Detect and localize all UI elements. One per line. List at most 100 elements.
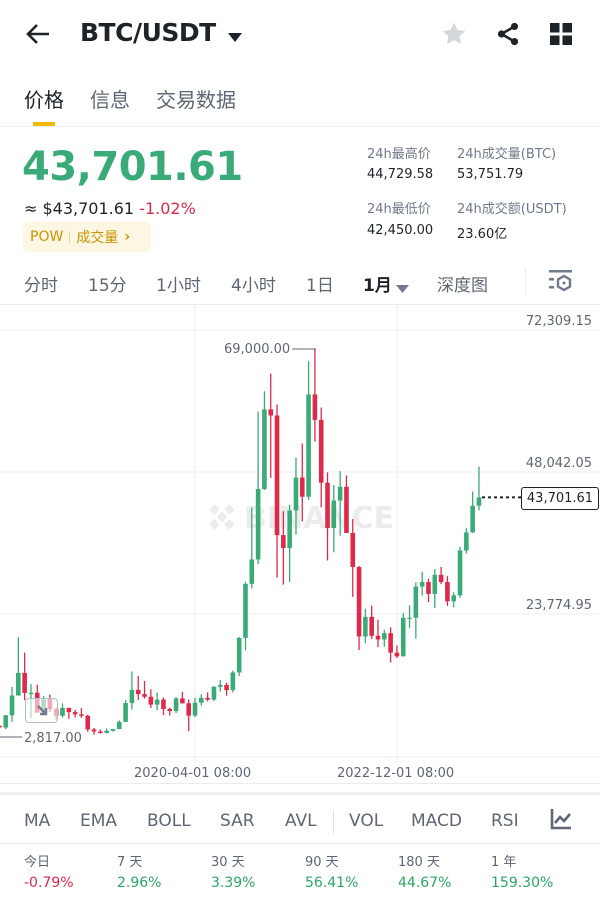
indicator-ma[interactable]: MA — [24, 811, 51, 831]
candle-body — [369, 616, 374, 636]
timeframe-1d[interactable]: 1日 — [306, 276, 334, 296]
stat-label-24h-low: 24h最低价 — [367, 202, 431, 217]
candle — [356, 565, 362, 651]
chart-line-icon — [550, 809, 571, 830]
candle — [306, 361, 311, 500]
performance-value: 56.41% — [305, 875, 359, 891]
stat-value-24h-low: 42,450.00 — [367, 223, 434, 238]
candle — [243, 581, 248, 651]
tab-trading-data[interactable]: 交易数据 — [156, 88, 236, 112]
candle — [287, 504, 292, 582]
scroll-to-latest-button[interactable] — [25, 698, 58, 723]
divider — [0, 304, 600, 305]
timeframe-1h[interactable]: 1小时 — [156, 276, 201, 296]
back-button[interactable] — [24, 20, 52, 52]
candle-body — [476, 497, 482, 506]
favorite-button[interactable] — [441, 21, 467, 51]
candle-body — [230, 672, 236, 691]
candle-body — [457, 550, 463, 596]
candlestick-chart[interactable]: BINANCE — [0, 0, 600, 800]
indicator-macd[interactable]: MACD — [411, 811, 462, 831]
indicator-settings-button[interactable] — [550, 808, 572, 834]
candle — [394, 645, 400, 658]
x-tick-label: 2020-04-01 08:00 — [134, 766, 252, 781]
candle-body — [388, 633, 393, 653]
star-icon — [442, 22, 466, 45]
y-tick-label: 72,309.15 — [525, 314, 592, 329]
candle-body — [293, 477, 299, 511]
candle-body — [85, 715, 91, 730]
candle — [211, 686, 217, 702]
price-usd-line: ≈ $43,701.61 -1.02% — [24, 199, 196, 218]
candle-body — [356, 567, 362, 637]
candle — [224, 682, 229, 696]
candle — [413, 582, 419, 639]
candle-body — [110, 729, 116, 731]
candle-body — [167, 708, 173, 712]
last-price: 43,701.61 — [22, 144, 243, 190]
candle-body — [464, 532, 469, 551]
candle-body — [318, 419, 324, 483]
candle — [142, 680, 147, 699]
tab-price[interactable]: 价格 — [24, 88, 64, 112]
divider — [0, 843, 600, 844]
tab-info[interactable]: 信息 — [90, 88, 130, 112]
candle-body — [142, 694, 147, 697]
timeframe-4h[interactable]: 4小时 — [231, 276, 276, 296]
candle-body — [236, 637, 242, 673]
share-button[interactable] — [495, 21, 521, 51]
pair-title[interactable]: BTC/USDT — [80, 18, 216, 47]
indicator-sar[interactable]: SAR — [220, 811, 255, 831]
candle — [400, 612, 406, 657]
badge-divider — [69, 231, 71, 243]
candle-body — [407, 617, 412, 619]
candle — [217, 680, 223, 692]
indicator-avl[interactable]: AVL — [285, 811, 317, 831]
candle — [123, 700, 128, 722]
candle-body — [129, 689, 135, 703]
pow-volume-badge[interactable]: POW 成交量 › — [23, 222, 151, 252]
candle — [476, 466, 482, 511]
candle-body — [154, 699, 160, 705]
timeframe-more-dropdown[interactable] — [396, 278, 409, 297]
candle — [382, 629, 387, 647]
candle — [129, 671, 135, 710]
candle — [91, 727, 97, 735]
indicator-rsi[interactable]: RSI — [491, 811, 519, 831]
performance-label: 7 天 — [117, 855, 143, 870]
candle — [464, 528, 469, 554]
pair-dropdown[interactable] — [228, 28, 242, 47]
candle-body — [438, 574, 444, 583]
divider — [525, 268, 526, 296]
candle — [451, 592, 457, 608]
indicator-ema[interactable]: EMA — [80, 811, 118, 831]
candle-body — [22, 672, 27, 693]
candle — [268, 373, 274, 478]
chart-settings-button[interactable] — [548, 268, 573, 297]
candle — [173, 697, 179, 713]
candle — [407, 605, 412, 629]
candle-body — [148, 696, 154, 705]
candle — [66, 707, 72, 719]
candle-body — [337, 486, 343, 501]
layout-button[interactable] — [550, 23, 572, 49]
candle-body — [470, 505, 475, 533]
high-marker-label: 69,000.00 — [224, 342, 291, 357]
candle — [98, 729, 103, 734]
candle-body — [363, 616, 368, 637]
timeframe-15m[interactable]: 15分 — [88, 276, 127, 296]
candle-body — [66, 707, 72, 713]
timeframe-1m[interactable]: 1月 — [363, 276, 392, 296]
candle-body — [211, 686, 217, 700]
candle-body — [199, 697, 204, 703]
x-tick-label: 2022-12-01 08:00 — [337, 766, 455, 781]
timeframe-depth[interactable]: 深度图 — [437, 276, 488, 296]
candle — [230, 670, 236, 693]
candle-body — [243, 583, 248, 638]
candle-body — [400, 617, 406, 657]
candle-body — [413, 586, 419, 618]
indicator-vol[interactable]: VOL — [349, 811, 384, 831]
chart-grid — [0, 305, 600, 765]
timeframe-line[interactable]: 分时 — [24, 276, 58, 296]
indicator-boll[interactable]: BOLL — [147, 811, 191, 831]
